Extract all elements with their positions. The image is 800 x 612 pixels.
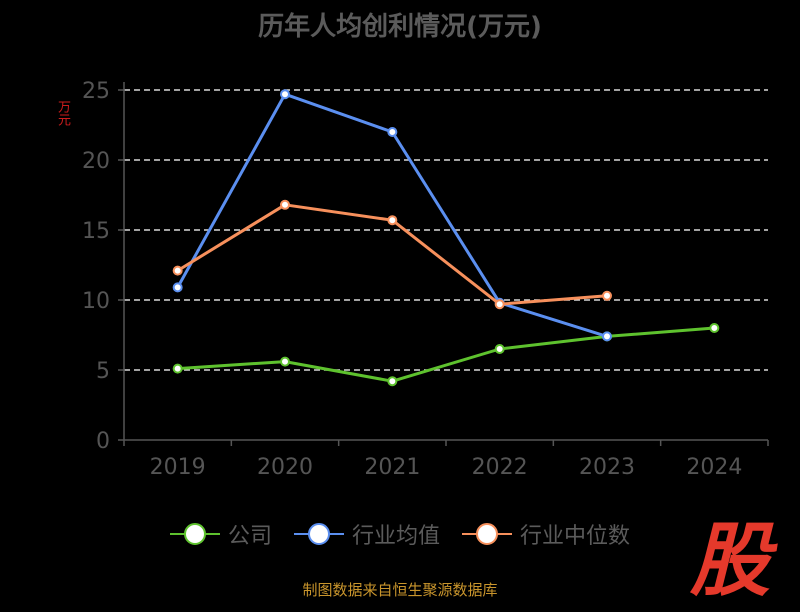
- series-industry-mean-point: [602, 331, 612, 342]
- x-tick-label: 2021: [364, 455, 420, 480]
- legend-label-company: 公司: [227, 524, 272, 549]
- legend: 公司 行业均值 行业中位数: [0, 518, 800, 550]
- legend-marker-industry-median: [462, 523, 512, 545]
- series-company-point: [280, 356, 290, 367]
- y-tick-label: 25: [82, 79, 110, 104]
- series-company-point: [387, 376, 398, 387]
- x-tick-label: 2024: [686, 455, 742, 480]
- y-axis-unit: 万元: [55, 100, 70, 126]
- legend-item-industry-mean[interactable]: 行业均值: [293, 518, 440, 550]
- series-industry-median-point: [387, 215, 398, 226]
- series-industry-median-point: [280, 199, 290, 210]
- series-company-point: [494, 344, 505, 354]
- brand-logo: 股: [690, 514, 770, 607]
- series-industry-mean-point: [172, 282, 183, 293]
- x-tick-label: 2020: [257, 455, 313, 480]
- y-tick-label: 20: [82, 149, 110, 174]
- y-tick-label: 10: [82, 289, 110, 314]
- legend-label-industry-median: 行业中位数: [520, 524, 631, 549]
- x-tick-label: 2023: [579, 455, 635, 480]
- series-company-point: [709, 323, 720, 333]
- series-company-point: [172, 363, 183, 374]
- series-industry-mean-point: [280, 89, 290, 100]
- legend-item-industry-median[interactable]: 行业中位数: [462, 518, 630, 550]
- y-tick-label: 15: [82, 219, 110, 244]
- series-company-line: [177, 326, 715, 383]
- x-tick-label: 2019: [150, 455, 206, 480]
- y-tick-label: 0: [96, 429, 110, 454]
- y-tick-label: 5: [96, 359, 110, 384]
- x-tick-label: 2022: [472, 455, 528, 480]
- source-note: 制图数据来自恒生聚源数据库: [302, 581, 498, 599]
- chart-title: 历年人均创利情况(万元): [258, 12, 542, 42]
- series-industry-median-point: [494, 299, 505, 310]
- legend-marker-company: [169, 523, 220, 545]
- legend-item-company[interactable]: 公司: [169, 518, 272, 550]
- legend-marker-industry-mean: [293, 523, 344, 545]
- legend-label-industry-mean: 行业均值: [351, 524, 440, 549]
- series-industry-median-point: [602, 290, 612, 301]
- series-industry-median-point: [172, 265, 183, 276]
- series-industry-mean-point: [387, 127, 398, 137]
